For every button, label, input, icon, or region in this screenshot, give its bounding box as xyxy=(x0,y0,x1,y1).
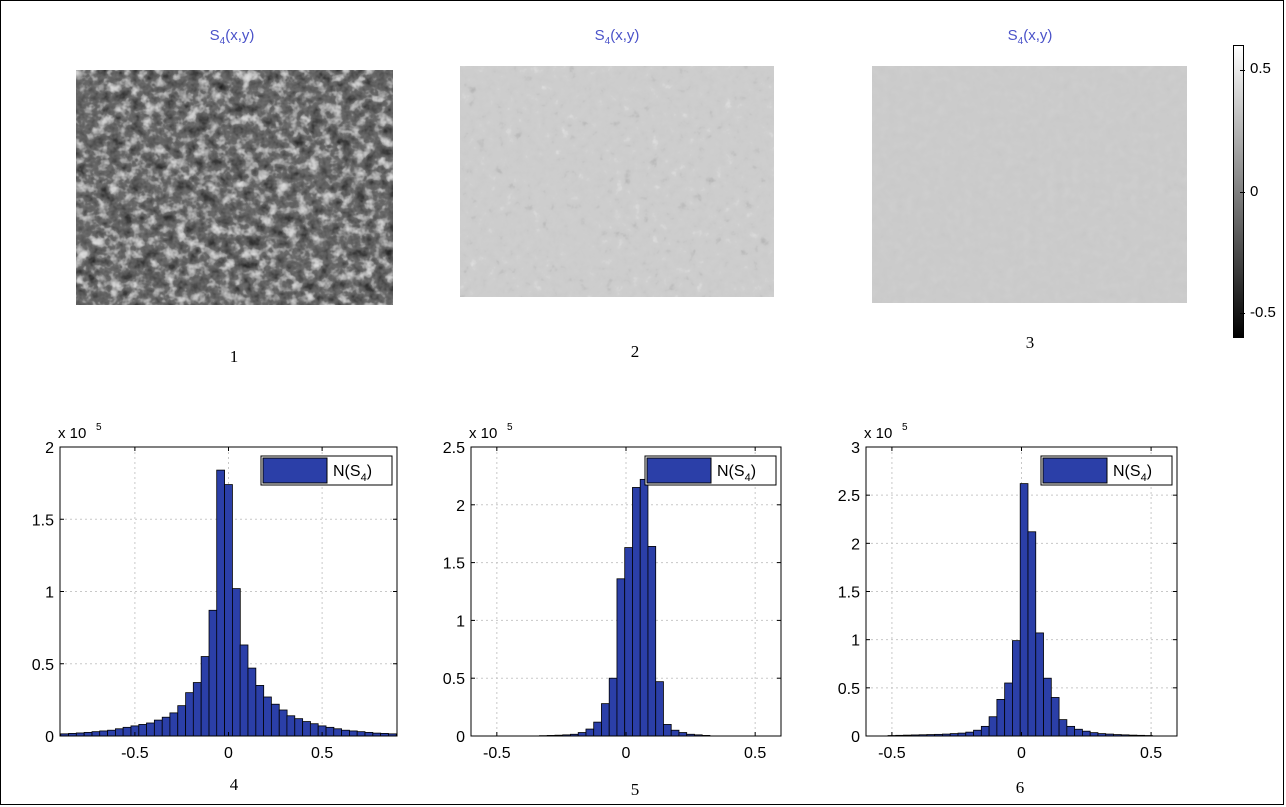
panel-1-image xyxy=(76,70,393,305)
panel-6-caption: 6 xyxy=(1015,778,1025,797)
panel-4-caption: 4 xyxy=(229,775,239,794)
panel-2-image xyxy=(460,66,774,297)
panel-1-title: S4(x,y) xyxy=(209,27,255,47)
panel-5-caption: 5 xyxy=(630,780,640,799)
colorbar-tick-label: 0.5 xyxy=(1250,60,1271,77)
colorbar-tick-mark xyxy=(1240,70,1245,71)
panel-3-title: S4(x,y) xyxy=(1007,27,1053,47)
colorbar-tick-mark xyxy=(1240,192,1245,193)
panel-3-caption: 3 xyxy=(1025,333,1035,352)
colorbar-tick-label: 0 xyxy=(1250,183,1259,200)
panel-3-image xyxy=(872,66,1187,303)
colorbar-tick-label: -0.5 xyxy=(1250,304,1276,321)
panel-2-title: S4(x,y) xyxy=(594,27,640,47)
panel-1-caption: 1 xyxy=(229,347,239,366)
colorbar-tick-mark xyxy=(1240,313,1245,314)
colorbar xyxy=(1233,45,1244,338)
panel-2-caption: 2 xyxy=(630,342,640,361)
